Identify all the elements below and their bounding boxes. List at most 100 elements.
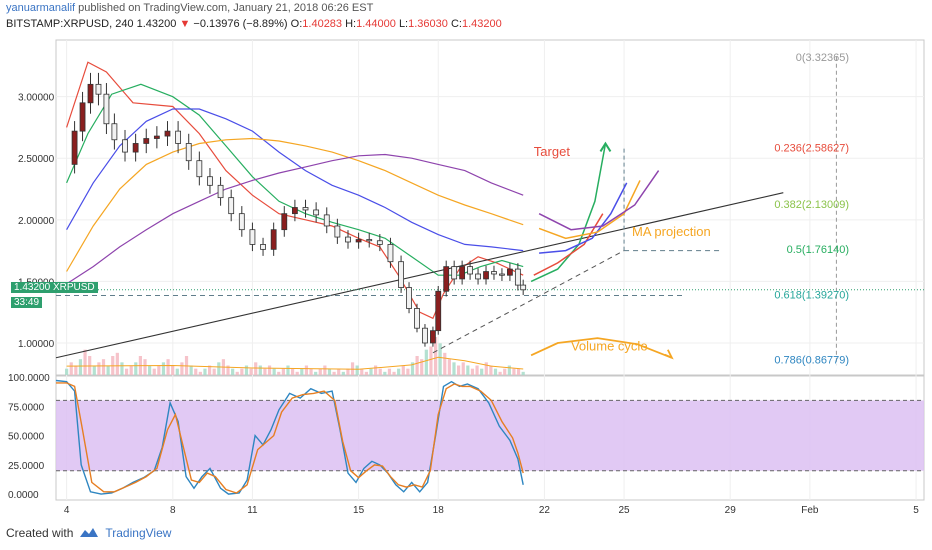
- publish-header: yanuarmanalif published on TradingView.c…: [6, 2, 373, 14]
- volume-bar: [143, 359, 147, 375]
- candle-body: [95, 83, 102, 95]
- stoch-tick-label: 75.0000: [8, 402, 45, 413]
- candle-body: [514, 268, 521, 286]
- low-label: L:: [398, 18, 409, 30]
- volume-bar: [129, 365, 133, 375]
- volume-bar: [92, 365, 96, 375]
- volume-bar: [74, 365, 78, 375]
- support-line: [432, 250, 625, 354]
- candle-body: [103, 93, 110, 125]
- volume-bar: [152, 368, 156, 375]
- candle-body: [164, 130, 171, 137]
- symbol-name: BITSTAMP:XRPUSD, 240: [6, 18, 134, 30]
- volume-bar: [207, 365, 212, 375]
- volume-bar: [318, 368, 322, 375]
- tradingview-brand[interactable]: TradingView: [105, 526, 172, 540]
- candle-body: [355, 239, 362, 243]
- candle-body: [499, 273, 505, 276]
- candle-body: [217, 184, 224, 199]
- candle-body: [387, 244, 394, 263]
- candle-body: [435, 290, 442, 332]
- fib-level-label: 0.618(1.39270): [774, 290, 849, 302]
- volume-bar: [433, 337, 438, 375]
- current-price-value: 1.43200: [14, 282, 51, 293]
- candle-body: [467, 266, 473, 275]
- volume-bar: [475, 365, 479, 375]
- volume-bar: [244, 365, 249, 375]
- low-value: 1.36030: [408, 18, 448, 30]
- volume-bar: [470, 368, 475, 375]
- volume-bar: [290, 368, 295, 375]
- moving-average-line: [66, 153, 524, 285]
- fib-level-label: 0(3.32365): [796, 52, 849, 64]
- candle-body: [475, 273, 481, 280]
- volume-bar: [175, 368, 179, 375]
- candle-body: [345, 236, 351, 243]
- candle-body: [143, 138, 150, 144]
- open-value: 1.40283: [302, 18, 343, 30]
- volume-bar: [387, 368, 392, 375]
- target-arrowhead-icon: [599, 141, 612, 152]
- volume-bar: [180, 362, 184, 375]
- time-tick-label: 15: [353, 505, 365, 516]
- volume-bar: [267, 365, 272, 375]
- volume-bar: [189, 365, 193, 375]
- volume-bar: [231, 368, 235, 375]
- time-tick-label: Feb: [801, 505, 819, 516]
- volume-bar: [332, 371, 336, 375]
- volume-bar: [78, 359, 83, 375]
- stoch-tick-label: 50.0000: [8, 432, 45, 443]
- candle-body: [459, 266, 466, 280]
- price-tick-label: 3.00000: [18, 93, 55, 104]
- volume-bar: [217, 362, 221, 375]
- volume-bar: [194, 368, 198, 375]
- candle-body: [323, 214, 330, 227]
- volume-bar: [166, 359, 170, 375]
- candle-body: [87, 83, 94, 104]
- time-tick-label: 8: [170, 505, 176, 516]
- volume-bar: [69, 362, 73, 375]
- time-tick-label: 11: [247, 505, 258, 516]
- volume-bar: [383, 371, 387, 375]
- high-label: H:: [345, 18, 357, 30]
- volume-bar: [452, 362, 456, 375]
- volume-bar: [397, 368, 401, 375]
- projection-curve: [538, 180, 641, 240]
- time-tick-label: 25: [618, 505, 630, 516]
- candle-body: [132, 143, 139, 153]
- candle-body: [185, 143, 192, 162]
- volume-bar: [512, 368, 516, 375]
- candle-body: [302, 207, 309, 211]
- candle-body: [443, 266, 450, 292]
- stoch-line: [56, 382, 524, 494]
- time-tick-label: 18: [433, 505, 445, 516]
- volume-bar: [378, 368, 382, 375]
- candle-body: [260, 244, 266, 250]
- stoch-tick-label: 25.0000: [8, 461, 45, 472]
- candle-body: [71, 130, 78, 165]
- chart-annotation: Target: [534, 144, 571, 159]
- projection-curve: [533, 213, 604, 276]
- bar-countdown: 33:49: [11, 297, 43, 308]
- candle-body: [366, 239, 373, 242]
- volume-bar: [327, 368, 332, 375]
- volume-bar: [272, 368, 276, 375]
- fib-level-label: 0.786(0.86779): [774, 354, 849, 366]
- volume-cycle-arc: [530, 337, 673, 359]
- candle-body: [196, 160, 203, 178]
- candle-body: [430, 330, 436, 344]
- stoch-band: [56, 400, 924, 471]
- author-link[interactable]: yanuarmanalif: [6, 2, 76, 14]
- fib-level-label: 0.382(2.13009): [774, 199, 849, 211]
- candle-body: [313, 209, 320, 216]
- volume-bar: [484, 362, 488, 375]
- symbol-info: BITSTAMP:XRPUSD, 240 1.43200 ▼ −0.13976 …: [6, 18, 502, 30]
- candle-body: [281, 213, 288, 231]
- volume-bar: [134, 362, 138, 375]
- volume-bar: [498, 371, 502, 375]
- projection-curve: [530, 143, 607, 283]
- volume-bar: [295, 371, 299, 375]
- open-label: O:: [290, 18, 303, 30]
- high-value: 1.44000: [356, 18, 396, 30]
